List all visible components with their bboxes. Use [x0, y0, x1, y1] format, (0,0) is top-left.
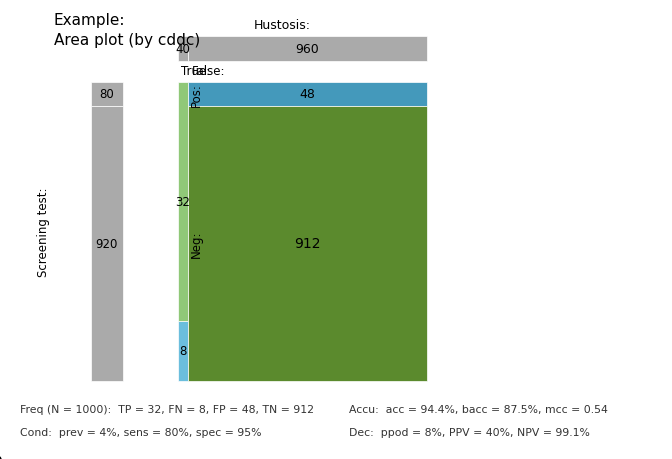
- Text: 32: 32: [175, 196, 190, 208]
- Text: Neg:: Neg:: [190, 230, 202, 257]
- Text: Freq (N = 1000):  TP = 32, FN = 8, FP = 48, TN = 912: Freq (N = 1000): TP = 32, FN = 8, FP = 4…: [20, 404, 314, 414]
- Text: Dec:  ppod = 8%, PPV = 40%, NPV = 99.1%: Dec: ppod = 8%, PPV = 40%, NPV = 99.1%: [349, 427, 590, 437]
- Text: Hustosis:: Hustosis:: [254, 19, 310, 32]
- Bar: [178, 321, 188, 381]
- Text: Example:: Example:: [54, 13, 125, 28]
- Text: Screening test:: Screening test:: [37, 187, 50, 276]
- Bar: [188, 106, 427, 381]
- Bar: [178, 37, 188, 62]
- Text: Pos:: Pos:: [190, 83, 202, 106]
- Text: 960: 960: [296, 43, 319, 56]
- Bar: [91, 83, 123, 106]
- Text: True:: True:: [181, 65, 211, 78]
- Text: Area plot (by cddc): Area plot (by cddc): [54, 33, 200, 48]
- Text: 920: 920: [95, 237, 118, 250]
- Text: False:: False:: [192, 65, 225, 78]
- Text: 8: 8: [179, 345, 187, 358]
- Text: 912: 912: [294, 237, 321, 251]
- Bar: [178, 83, 188, 321]
- Text: Accu:  acc = 94.4%, bacc = 87.5%, mcc = 0.54: Accu: acc = 94.4%, bacc = 87.5%, mcc = 0…: [349, 404, 608, 414]
- Bar: [91, 106, 123, 381]
- Text: Cond:  prev = 4%, sens = 80%, spec = 95%: Cond: prev = 4%, sens = 80%, spec = 95%: [20, 427, 261, 437]
- Text: 48: 48: [300, 88, 315, 101]
- Bar: [188, 37, 427, 62]
- Text: 80: 80: [99, 88, 114, 101]
- Text: 40: 40: [175, 43, 190, 56]
- Bar: [188, 83, 427, 106]
